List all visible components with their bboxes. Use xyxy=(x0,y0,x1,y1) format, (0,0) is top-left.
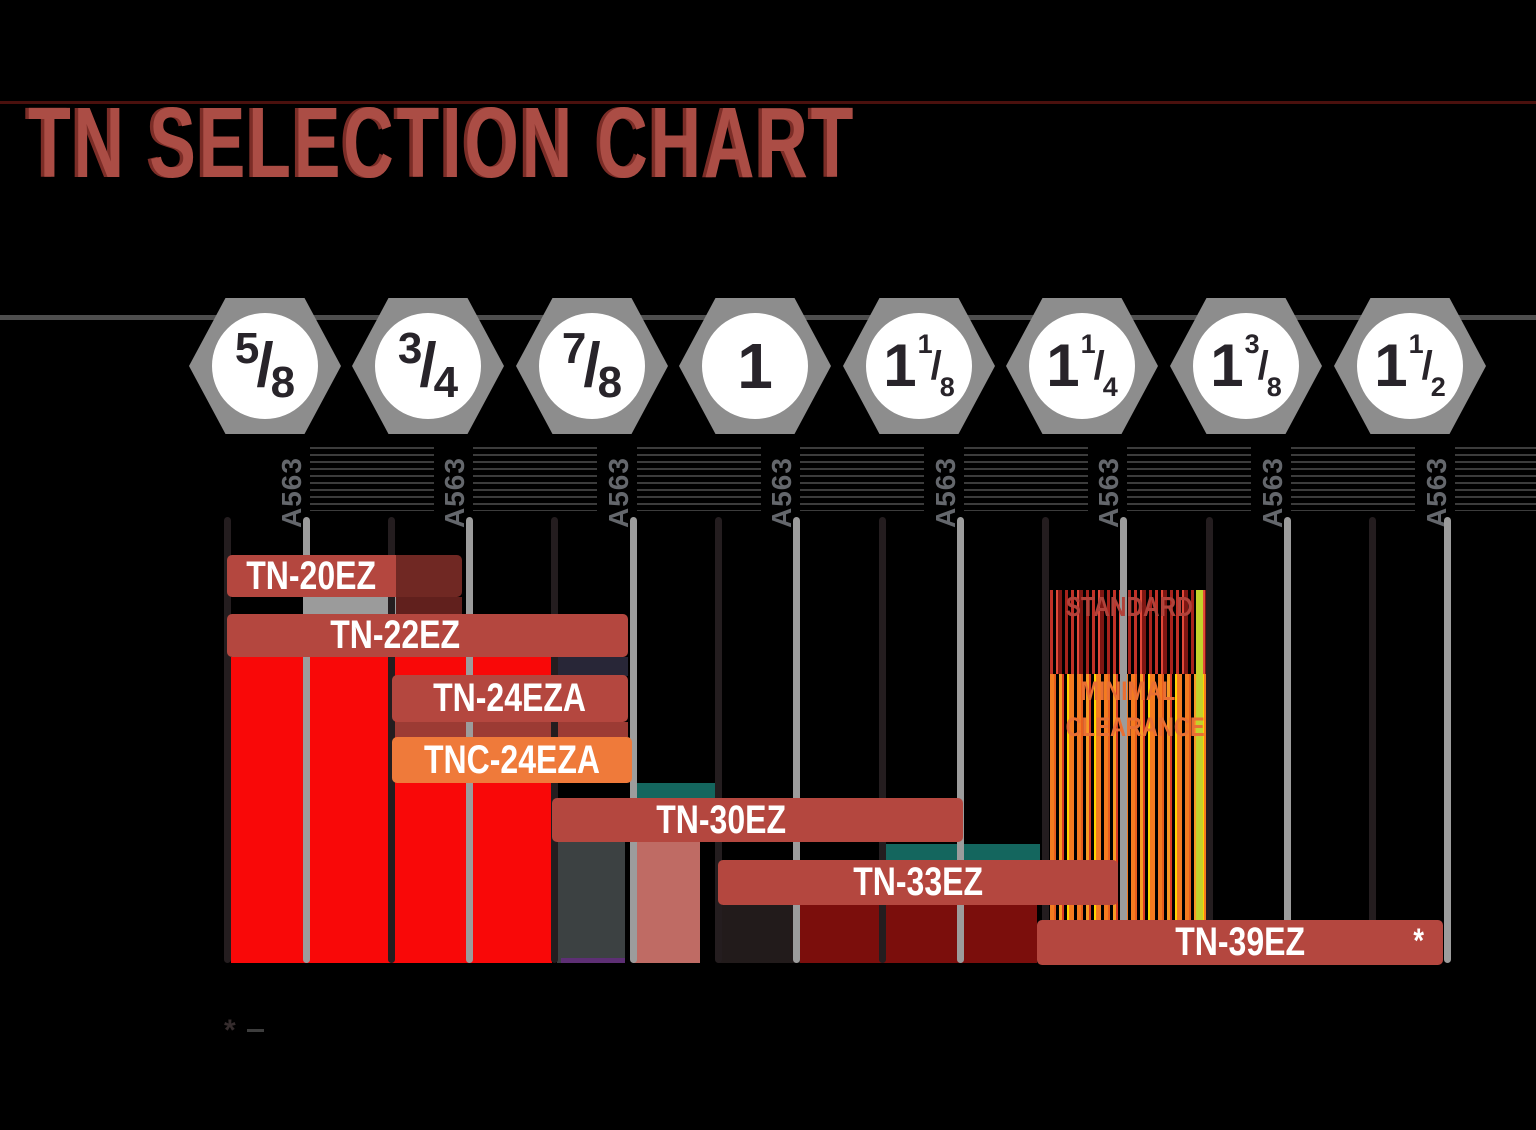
leader-lines xyxy=(1127,447,1251,511)
bar-tn-24eza: TN-24EZA xyxy=(392,675,628,722)
grid-line-black xyxy=(388,517,395,963)
footnote-dash xyxy=(247,1029,264,1032)
size-label-1: 1 xyxy=(702,313,808,419)
size-label-7-8: 7/8 xyxy=(539,313,645,419)
hex-nut-icon-1-1-4: 1 1/4 xyxy=(1006,298,1158,434)
spec-label-rotated: A563 xyxy=(276,457,307,528)
bar-tn-22ez: TN-22EZ xyxy=(227,613,628,657)
hex-nut-icon-3-4: 3/4 xyxy=(352,298,504,434)
hex-nut-icon-5-8: 5/8 xyxy=(189,298,341,434)
bar-tn-30ez: TN-30EZ xyxy=(552,798,963,842)
spec-label-rotated: A563 xyxy=(766,457,797,528)
grid-line-black xyxy=(224,517,231,963)
hex-nut-icon-1-1-8: 1 1/8 xyxy=(843,298,995,434)
bar-tn-20ez-extension xyxy=(396,555,462,597)
leader-lines xyxy=(800,447,924,511)
rose-column xyxy=(633,842,700,963)
bar-tnc-24eza: TNC-24EZA xyxy=(392,737,632,783)
bar-tn-20ez: TN-20EZ xyxy=(227,554,396,598)
size-label-1-3-8: 1 3/8 xyxy=(1193,313,1299,419)
hex-nut-icon-7-8: 7/8 xyxy=(516,298,668,434)
grid-line-gray xyxy=(793,517,800,963)
page-title: TN SELECTION CHART xyxy=(28,87,857,199)
bar-tn-33ez: TN-33EZ xyxy=(718,860,1118,905)
tn-39ez-note-marker: * xyxy=(1413,922,1424,960)
charcoal-block xyxy=(718,905,800,963)
leader-lines xyxy=(637,447,761,511)
hex-nut-icon-1: 1 xyxy=(679,298,831,434)
spec-label-rotated: A563 xyxy=(1257,457,1288,528)
legend-label-clearance: CLEARANCE xyxy=(1065,712,1205,742)
hex-nut-icon-1-3-8: 1 3/8 xyxy=(1170,298,1322,434)
grid-line-gray xyxy=(630,517,637,963)
leader-lines xyxy=(964,447,1088,511)
size-label-3-4: 3/4 xyxy=(375,313,481,419)
spec-label-rotated: A563 xyxy=(439,457,470,528)
bar-tn-39ez: TN-39EZ * xyxy=(1037,920,1443,965)
grid-line-gray xyxy=(303,517,310,963)
leader-lines xyxy=(1291,447,1415,511)
leader-lines xyxy=(473,447,597,511)
legend-label-minimal: MINIMAL xyxy=(1080,676,1176,706)
grid-line-gray xyxy=(1284,517,1291,963)
title-underline-rule xyxy=(0,101,1536,104)
legend-stripes-red xyxy=(1050,590,1206,674)
size-label-1-1-4: 1 1/4 xyxy=(1029,313,1135,419)
gray-connector-strip xyxy=(303,597,396,614)
spec-label-rotated: A563 xyxy=(930,457,961,528)
legend-label-standard: STANDARD xyxy=(1065,591,1193,622)
grid-line-black xyxy=(879,517,886,963)
footnote-asterisk: * xyxy=(224,1014,236,1047)
spec-label-rotated: A563 xyxy=(1421,457,1452,528)
grid-line-gray xyxy=(1444,517,1451,963)
grid-line-black xyxy=(1369,517,1376,963)
size-label-1-1-8: 1 1/8 xyxy=(866,313,972,419)
hex-nut-icon-1-1-2: 1 1/2 xyxy=(1334,298,1486,434)
size-label-1-1-2: 1 1/2 xyxy=(1357,313,1463,419)
deep-red-block xyxy=(800,905,1037,963)
leader-lines xyxy=(1455,447,1536,511)
grid-line-black xyxy=(1042,517,1049,963)
spec-label-rotated: A563 xyxy=(603,457,634,528)
legend-accent-yellow-green xyxy=(1196,590,1203,920)
grid-line-gray xyxy=(1120,517,1127,963)
navy-strip xyxy=(556,657,628,676)
grid-line-black xyxy=(1206,517,1213,963)
size-label-5-8: 5/8 xyxy=(212,313,318,419)
spec-label-rotated: A563 xyxy=(1093,457,1124,528)
dark-gray-column xyxy=(557,842,625,963)
grid-line-black xyxy=(715,517,722,963)
purple-accent-line xyxy=(561,958,625,963)
maroon-connector-strip xyxy=(396,597,462,614)
leader-lines xyxy=(310,447,434,511)
grid-line-gray xyxy=(957,517,964,963)
teal-strip xyxy=(633,783,718,798)
dark-brick-connector-strip xyxy=(392,722,628,737)
